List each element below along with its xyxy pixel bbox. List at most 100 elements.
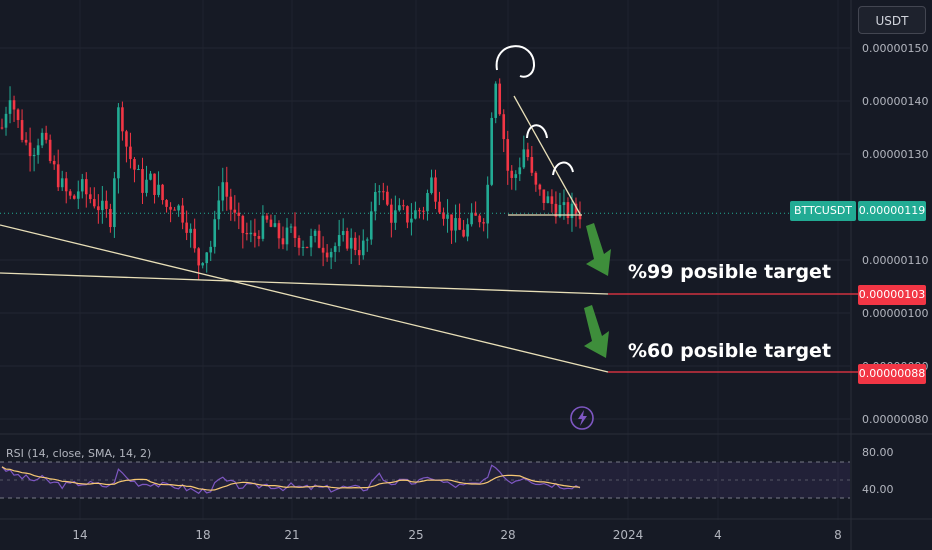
candle-body [273,223,277,227]
candle-body [32,154,36,157]
candle-body [52,160,56,165]
candle-body [93,199,96,207]
candle-body [550,196,554,204]
candle-body [237,212,241,216]
rsi-layer: 80.00 40.00 [0,446,894,499]
rsi-indicator-label[interactable]: RSI (14, close, SMA, 14, 2) [6,447,152,460]
candle-body [149,173,152,180]
candle-body [502,114,506,140]
candle-body [506,139,510,171]
candle-body [382,191,385,193]
candle-body [20,120,24,140]
candle-body [574,203,578,215]
candle-body [28,142,32,157]
candle-body [394,210,397,223]
candle-body [185,222,188,233]
candle-body [530,157,534,173]
candle-body [137,169,140,171]
candle-body [205,252,209,264]
candle-body [402,205,405,207]
candle-body [410,218,413,223]
candle-body [301,246,305,248]
candle-body [113,178,116,228]
rsi-sma-line [1,466,581,491]
candle-body [281,238,285,245]
candle-body [538,184,542,190]
rsi-line [1,464,581,495]
candle-body [249,232,253,235]
candle-body [293,226,297,238]
candle-body [365,239,369,241]
lightning-icon [570,406,594,430]
candle-body [486,184,489,224]
candle-body [133,159,136,170]
down-arrow-icon [584,305,609,358]
candle-body [462,229,465,237]
candle-body [12,100,16,110]
candle-body [48,139,52,161]
candle-body [157,184,160,195]
candle-body [478,215,481,223]
candle-body [406,206,409,223]
candle-body [257,236,261,239]
price-tick-label: 0.00000080 [862,413,928,426]
candle-body [277,223,281,239]
candle-body [450,214,453,231]
candle-body [89,194,92,200]
candle-body [213,219,217,247]
candle-body [217,200,221,220]
candle-body [526,149,530,158]
candle-body [241,215,245,233]
candle-body [16,109,20,121]
candle-body [325,252,329,258]
candle-body [305,246,309,248]
candle-body [514,174,518,178]
annotations-layer [495,45,611,430]
candle-body [337,235,341,247]
candle-body [189,228,192,233]
candle-body [197,248,200,266]
candle-body [221,182,225,201]
time-tick-label: 21 [284,528,299,542]
candle-body [498,83,502,115]
candle-body [466,224,469,237]
candle-body [361,240,365,256]
candle-body [64,178,68,192]
candle-body [333,246,337,252]
candle-body [265,215,269,220]
candle-body [229,196,233,210]
candle-body [129,146,132,160]
price-tick-label: 0.00000100 [862,307,928,320]
candle-body [177,205,180,211]
candle-body [80,179,84,192]
candle-body [269,219,273,227]
candle-body [105,200,108,209]
candle-body [68,191,72,196]
currency-button[interactable]: USDT [858,6,926,34]
lightning-bolt [578,410,587,426]
down-arrow-icon [586,223,611,276]
candle-body [554,203,558,217]
candle-body [414,210,417,219]
candle-body [84,179,88,195]
candle-body [422,210,425,212]
candle-body [173,209,176,211]
candle-body [353,237,357,251]
target-price-tag-99: 0.00000103 [858,285,926,305]
candle-body [8,100,12,114]
price-tick-label: 0.00000130 [862,148,928,161]
candle-body [454,218,457,231]
symbol-tag: BTTCUSDT [790,201,856,221]
candle-body [518,167,522,175]
candle-body [209,246,213,253]
candle-body [546,196,550,203]
price-tick-label: 0.00000110 [862,254,928,267]
support-line-upper [0,272,609,295]
target-label-99: %99 posible target [628,261,832,283]
candle-body [562,202,566,206]
rsi-tick-label: 40.00 [862,483,894,496]
candle-body [578,214,582,220]
candle-body [317,230,321,248]
